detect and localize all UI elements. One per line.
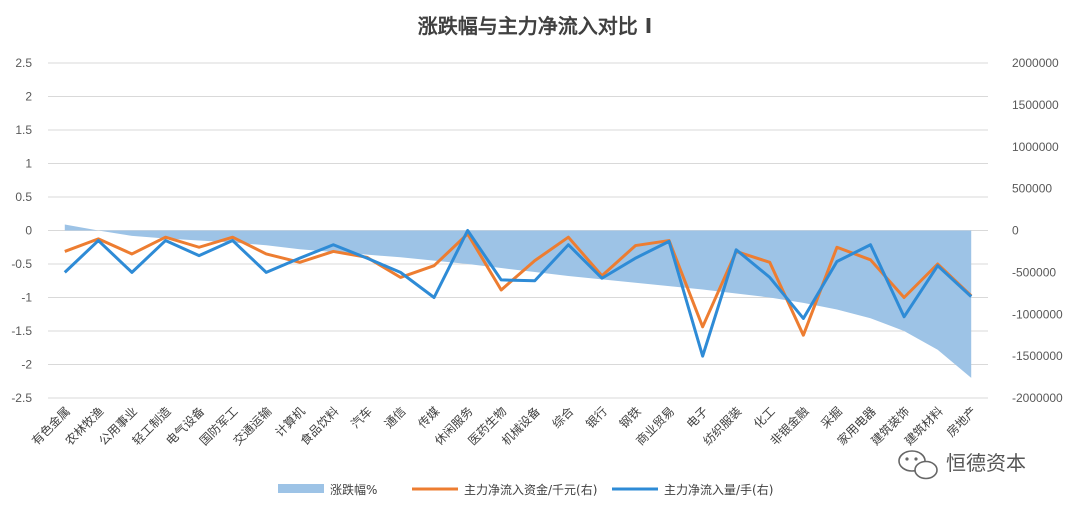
- category-label: 房地产: [943, 404, 979, 440]
- left-tick-label: 1: [25, 157, 32, 171]
- left-tick-label: -1: [21, 291, 32, 305]
- category-label: 综合: [549, 404, 577, 432]
- right-tick-label: 500000: [1012, 182, 1052, 196]
- right-tick-label: -1000000: [1012, 307, 1063, 321]
- right-tick-label: 1000000: [1012, 140, 1059, 154]
- watermark-text: 恒德资本: [946, 451, 1026, 475]
- right-tick-label: 1500000: [1012, 98, 1059, 112]
- left-tick-label: 0: [25, 224, 32, 238]
- left-tick-label: -2.5: [11, 391, 32, 405]
- category-label: 钢铁: [617, 404, 644, 431]
- left-tick-label: 0.5: [15, 190, 32, 204]
- category-labels: 有色金属农林牧渔公用事业轻工制造电气设备国防军工交通运输计算机食品饮料 汽车 通信传…: [28, 404, 979, 449]
- chart-title: 涨跌幅与主力净流入对比 I: [418, 14, 652, 38]
- category-label: 电子: [684, 404, 711, 431]
- category-label: 化工: [751, 404, 778, 431]
- right-tick-label: -500000: [1012, 265, 1056, 279]
- area-series-fill: [64, 224, 972, 378]
- category-label: 传媒: [415, 404, 443, 432]
- line-series: [63, 229, 973, 358]
- legend-label: 涨跌幅%: [330, 482, 377, 497]
- left-tick-label: -2: [21, 358, 32, 372]
- legend-label: 主力净流入量/手(右): [664, 482, 773, 497]
- legend-label: 主力净流入资金/千元(右): [464, 482, 597, 497]
- right-axis-ticks: 2000000 1500000 1000000 500000 0 -500000 -1000…: [1012, 56, 1063, 405]
- legend-swatch-area: [278, 484, 324, 493]
- category-label: 通信: [382, 404, 409, 431]
- left-tick-label: -0.5: [11, 257, 32, 271]
- category-label: 银行: [583, 404, 610, 431]
- watermark: 恒德资本: [898, 450, 1026, 480]
- left-tick-label: 1.5: [15, 123, 32, 137]
- category-label: 汽车: [347, 404, 375, 432]
- category-label: 采掘: [817, 404, 845, 432]
- right-tick-label: 2000000: [1012, 56, 1059, 70]
- left-tick-label: -1.5: [11, 324, 32, 338]
- left-axis-ticks: 2.5 2 1.5 1 0.5 0 -0.5 -1 -1.5 -2 -2.5: [11, 56, 32, 405]
- right-tick-label: -1500000: [1012, 349, 1063, 363]
- wechat-icon: [898, 450, 938, 480]
- legend: 涨跌幅% 主力净流入资金/千元(右) 主力净流入量/手(右): [278, 482, 773, 497]
- left-tick-label: 2.5: [15, 56, 32, 70]
- line-series-2: [63, 229, 973, 358]
- right-tick-label: -2000000: [1012, 391, 1063, 405]
- right-tick-label: 0: [1012, 224, 1019, 238]
- left-tick-label: 2: [25, 90, 32, 104]
